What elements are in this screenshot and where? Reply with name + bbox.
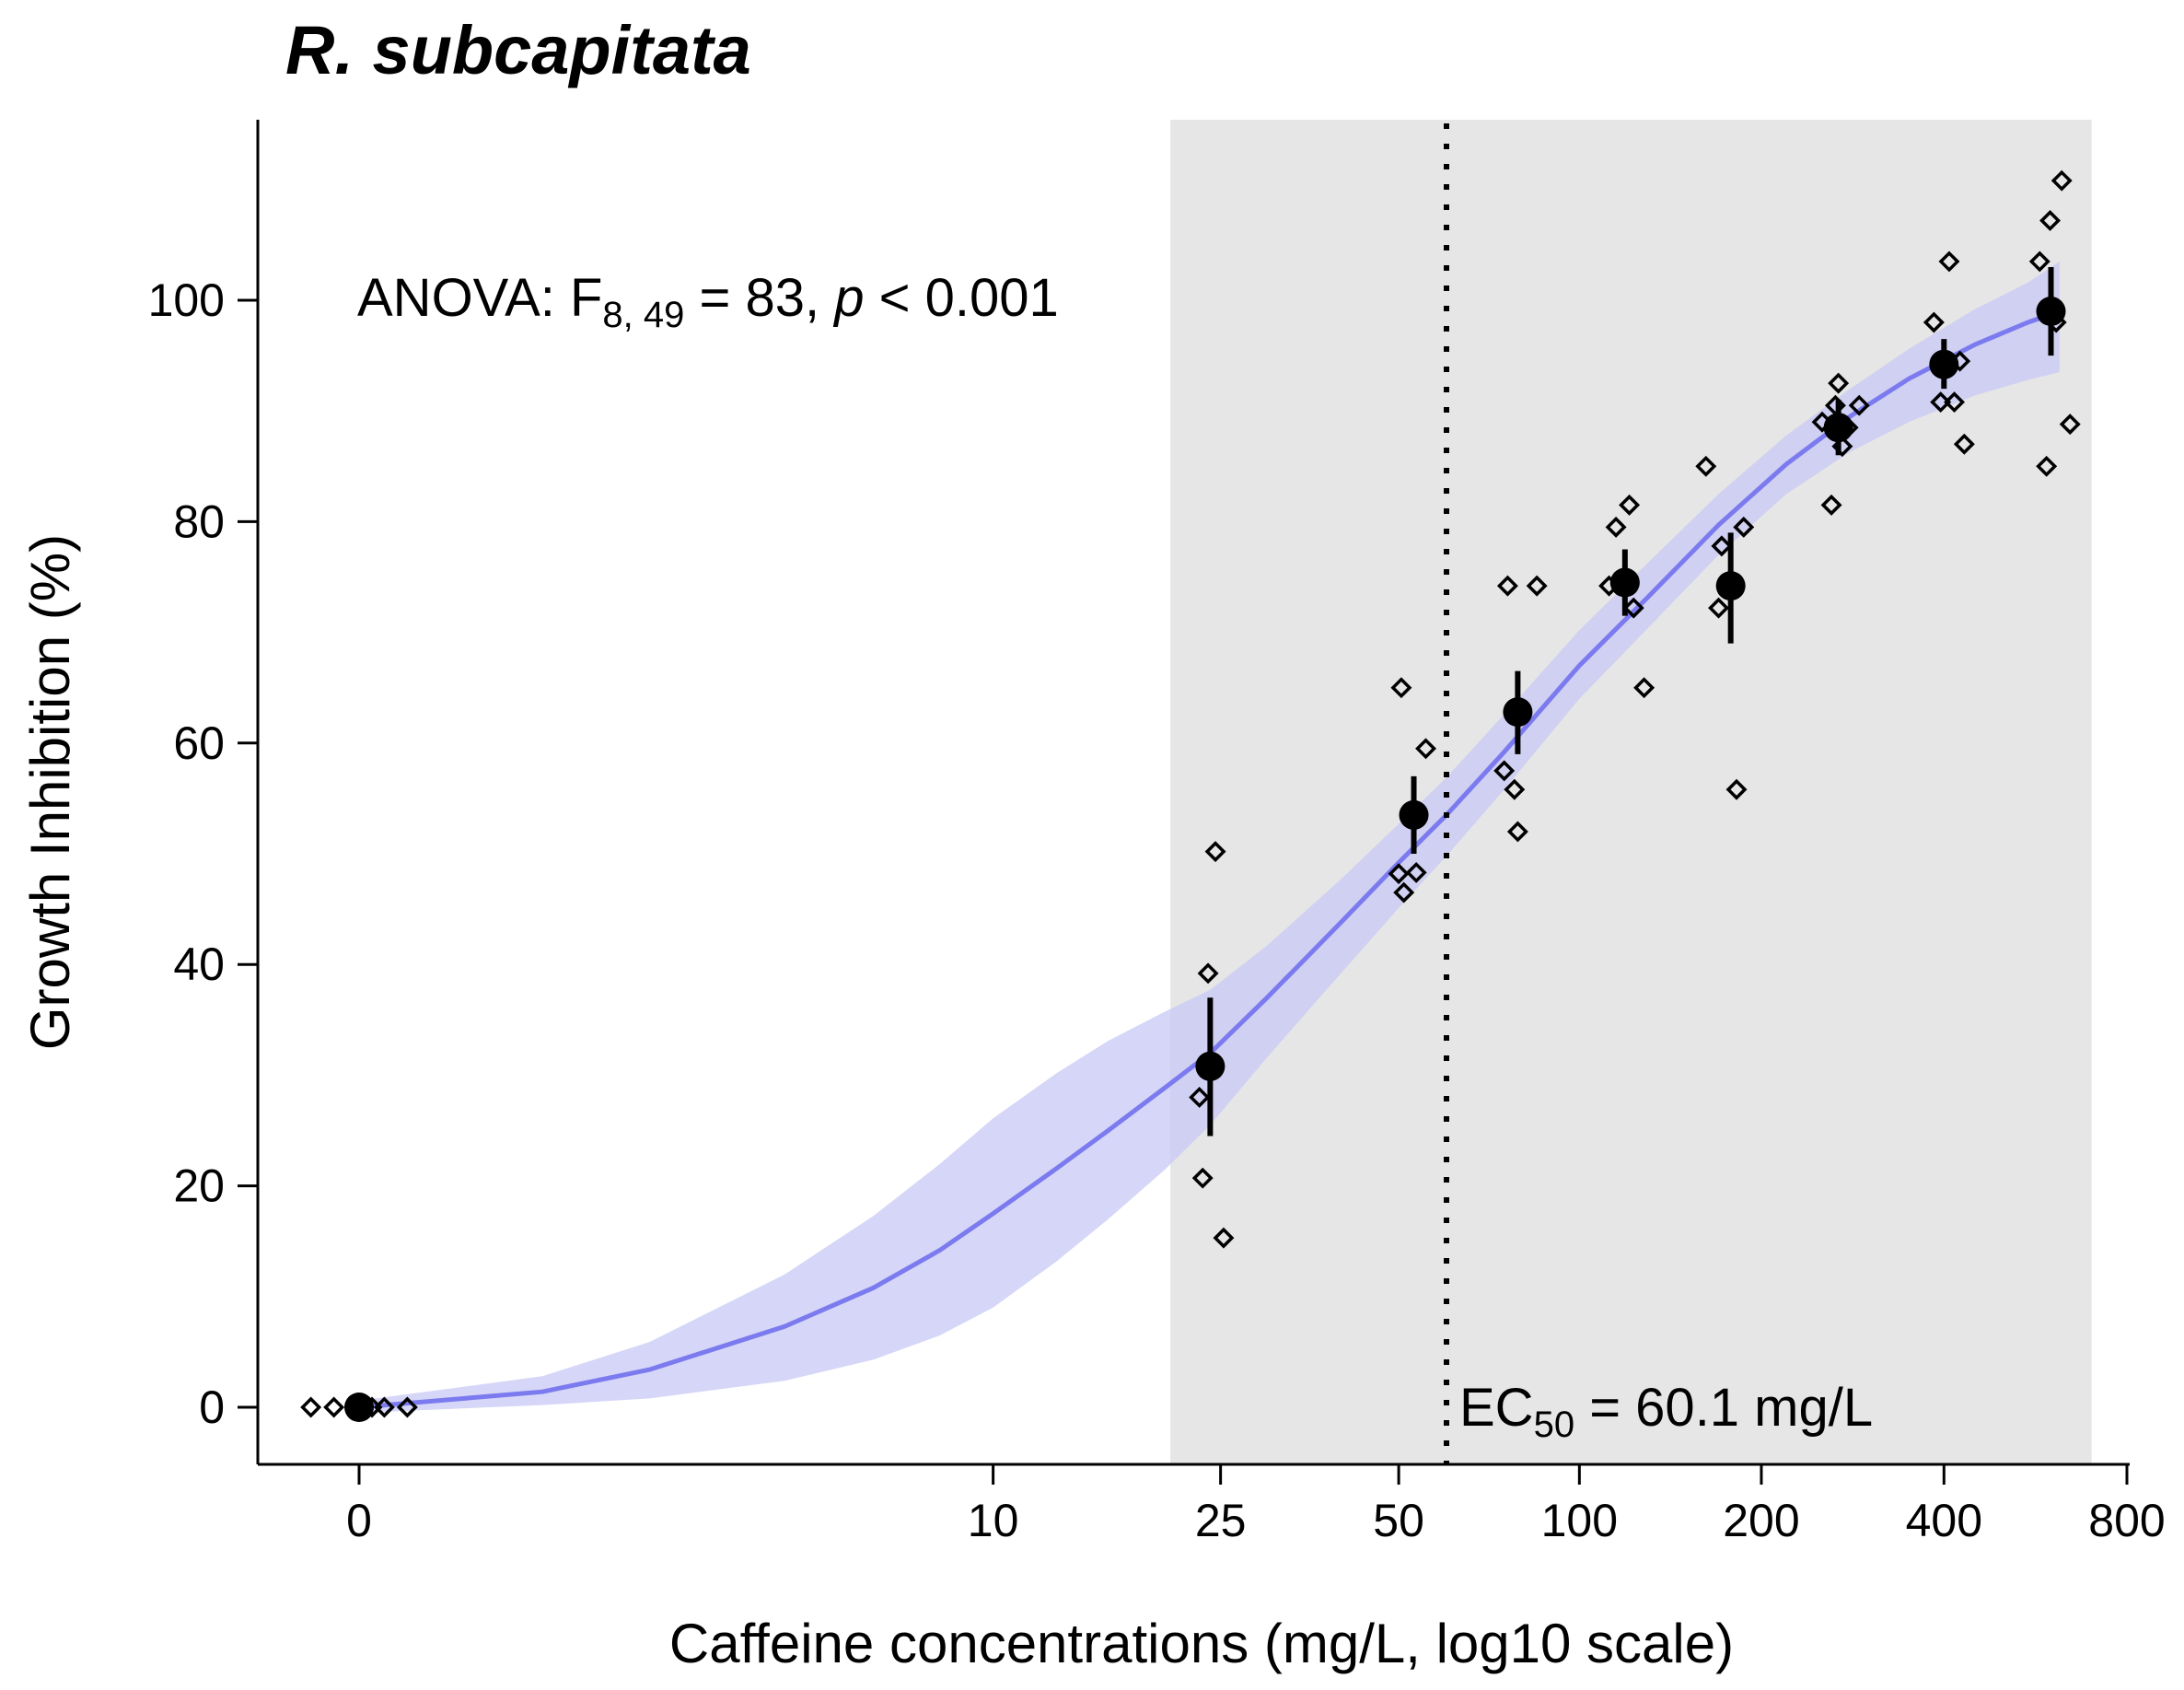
y-tick-label: 0 bbox=[199, 1381, 225, 1433]
replicate-point bbox=[1923, 311, 1945, 333]
mean-point bbox=[1399, 799, 1429, 830]
x-tick-label: 400 bbox=[1906, 1495, 1982, 1546]
replicate-point bbox=[1622, 597, 1644, 619]
replicate-point bbox=[1405, 861, 1427, 883]
replicate-point bbox=[1496, 575, 1518, 597]
replicate-point bbox=[1953, 433, 1975, 455]
replicate-point bbox=[1189, 1086, 1211, 1108]
mean-point bbox=[1823, 413, 1853, 443]
replicate-point bbox=[1393, 881, 1415, 903]
x-tick-label: 25 bbox=[1195, 1495, 1247, 1546]
chart-title: R. subcapitata bbox=[285, 12, 751, 88]
replicate-point bbox=[323, 1396, 345, 1418]
replicate-point bbox=[373, 1396, 395, 1418]
replicate-point bbox=[1619, 494, 1641, 516]
replicate-point bbox=[1388, 863, 1410, 885]
replicate-point bbox=[2036, 455, 2058, 477]
replicate-point bbox=[1506, 821, 1528, 843]
shaded-region bbox=[1170, 120, 2092, 1464]
y-tick-label: 60 bbox=[173, 717, 225, 769]
replicate-point bbox=[2039, 209, 2062, 231]
mean-point bbox=[1195, 1051, 1226, 1081]
replicate-point bbox=[1504, 778, 1526, 800]
replicate-point bbox=[1197, 962, 1219, 985]
replicate-point bbox=[1695, 455, 1717, 477]
replicate-point bbox=[1390, 677, 1412, 699]
x-tick-label: 0 bbox=[346, 1495, 372, 1546]
replicate-point bbox=[1708, 597, 1730, 619]
replicate-point bbox=[1944, 391, 1966, 414]
y-tick-label: 80 bbox=[173, 495, 225, 547]
anova-annotation: ANOVA: F8, 49 = 83, p < 0.001 bbox=[357, 268, 1059, 335]
replicate-point bbox=[2059, 414, 2081, 436]
y-tick-label: 40 bbox=[173, 938, 225, 990]
replicate-point bbox=[1493, 760, 1516, 782]
y-tick-label: 20 bbox=[173, 1160, 225, 1212]
replicate-point bbox=[1930, 391, 1952, 414]
mean-points bbox=[344, 266, 2066, 1422]
mean-point bbox=[2036, 297, 2066, 327]
ec50-annotation: EC50 = 60.1 mg/L bbox=[1459, 1378, 1873, 1445]
mean-point bbox=[1609, 567, 1640, 598]
replicate-point bbox=[1526, 575, 1548, 597]
x-tick-label: 50 bbox=[1373, 1495, 1424, 1546]
replicate-point bbox=[1938, 251, 1960, 273]
y-ticks: 0 20 40 60 80 100 bbox=[148, 274, 258, 1433]
replicate-point bbox=[2028, 251, 2050, 273]
x-ticks: 0 10 25 50 100 200 400 800 bbox=[346, 1464, 2166, 1546]
x-tick-label: 200 bbox=[1723, 1495, 1799, 1546]
replicate-point bbox=[1213, 1227, 1235, 1249]
replicate-point bbox=[396, 1396, 418, 1418]
x-tick-label: 800 bbox=[2088, 1495, 2165, 1546]
replicate-point bbox=[1605, 516, 1627, 538]
x-tick-label: 10 bbox=[968, 1495, 1019, 1546]
replicate-point bbox=[1820, 494, 1842, 516]
replicate-point bbox=[2050, 169, 2073, 192]
replicate-point bbox=[1711, 535, 1733, 557]
mean-point bbox=[344, 1393, 374, 1422]
x-tick-label: 100 bbox=[1541, 1495, 1618, 1546]
confidence-band bbox=[359, 261, 2060, 1413]
mean-point bbox=[1715, 571, 1746, 601]
x-axis-label: Caffeine concentrations (mg/L, log10 sca… bbox=[669, 1613, 1734, 1674]
y-axis-label: Growth Inhibition (%) bbox=[19, 534, 81, 1050]
replicate-point bbox=[1828, 372, 1850, 394]
mean-point bbox=[1929, 349, 1959, 379]
y-tick-label: 100 bbox=[148, 274, 225, 326]
replicate-point bbox=[1191, 1167, 1214, 1189]
mean-point bbox=[1503, 697, 1533, 728]
replicate-point bbox=[1725, 778, 1748, 800]
replicate-point bbox=[1204, 841, 1226, 863]
replicate-point bbox=[1733, 516, 1755, 538]
replicate-point bbox=[1848, 394, 1870, 416]
replicate-point bbox=[1633, 677, 1655, 699]
fit-curve bbox=[359, 309, 2061, 1410]
replicate-point bbox=[1415, 738, 1437, 760]
replicate-point bbox=[300, 1396, 322, 1418]
